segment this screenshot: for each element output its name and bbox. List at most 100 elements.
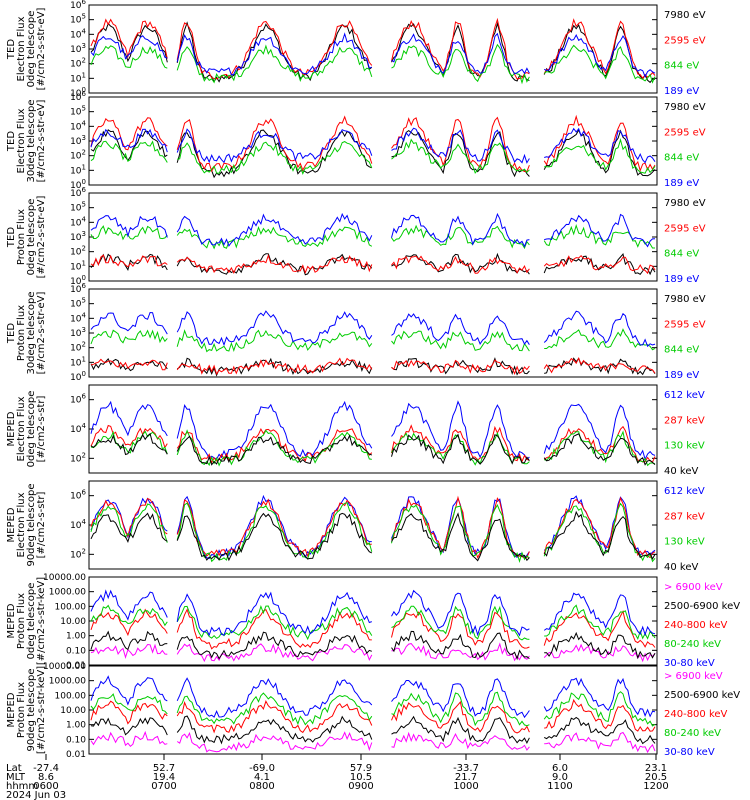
legend-entry: 287 keV (664, 415, 705, 426)
legend-entry: 844 eV (664, 249, 699, 260)
series-line (90, 137, 656, 175)
series-line (90, 589, 656, 637)
footer-row-label: MLT (6, 772, 26, 783)
plot-frame (88, 192, 658, 282)
panel-6: 102 104 106 MEPED Electron Flux 90deg telesco… (6, 480, 705, 573)
footer-lat: -33.7 (453, 763, 479, 774)
y-axis-label: Electron Flux (16, 396, 27, 461)
footer-mlt: 21.7 (455, 772, 477, 783)
y-tick-label: 103 (70, 134, 86, 147)
series-line (90, 310, 656, 348)
y-tick-label: 102 (70, 149, 86, 162)
y-tick-label: 0.01 (66, 661, 86, 671)
footer-lat: -69.0 (249, 763, 275, 774)
series-line (90, 127, 656, 164)
legend-entry: 7980 eV (664, 10, 706, 21)
y-axis-label: Proton Flux (16, 305, 27, 361)
legend-entry: 130 keV (664, 441, 705, 452)
y-tick-label: 0.01 (66, 750, 86, 760)
y-axis-label: [#/cm2-s-str-eV] (36, 8, 47, 91)
y-tick-label: 10.00 (60, 706, 86, 716)
y-axis-label: TED (6, 323, 17, 344)
legend-entry: > 6900 keV (664, 582, 723, 593)
panel-8: 0.01 0.10 1.00 10.00 100.00 1000.00 10000.00 ME… (6, 662, 740, 760)
y-axis-label: [#/cm2-s-str] (36, 395, 47, 462)
y-axis-label: Proton Flux (16, 682, 27, 738)
series-line (90, 675, 656, 719)
legend-entry: 2595 eV (664, 35, 706, 46)
y-axis-label: 30deg telescope (26, 291, 37, 374)
y-axis-label: [#/cm2-s-str-eV] (36, 196, 47, 279)
series-line (90, 429, 656, 467)
footer-mlt: 8.6 (38, 772, 54, 783)
y-axis-label: [#/cm2-s-str-keV] (36, 666, 47, 754)
plot-frame (88, 480, 658, 570)
series-line (90, 21, 655, 84)
y-tick-label: 105 (70, 105, 86, 118)
legend-entry: 80-240 keV (664, 728, 721, 739)
legend-entry: 240-800 keV (664, 709, 728, 720)
y-tick-label: 101 (70, 259, 86, 272)
y-axis-label: [#/cm2-s-str] (36, 491, 47, 558)
y-tick-label: 104 (70, 518, 86, 531)
series-line (90, 502, 656, 563)
legend-entry: 40 keV (664, 466, 698, 477)
y-tick-label: 106 (70, 393, 86, 406)
y-axis-label: Electron Flux (16, 16, 27, 81)
footer-mlt: 19.4 (153, 772, 175, 783)
legend-entry: 2595 eV (664, 319, 706, 330)
y-axis-label: 90deg telescope (26, 668, 37, 751)
legend-entry: 80-240 keV (664, 639, 721, 650)
y-axis-label: 30deg telescope (26, 99, 37, 182)
footer-hhmm: 1000 (453, 781, 478, 792)
y-axis-label: 0deg telescope (26, 583, 37, 660)
y-tick-label: 106 (70, 0, 86, 11)
footer-hhmm: 0700 (151, 781, 176, 792)
plot-frame (88, 96, 658, 186)
legend-entry: 2595 eV (664, 127, 706, 138)
y-tick-label: 106 (70, 489, 86, 502)
y-tick-label: 102 (70, 451, 86, 464)
series-line (90, 604, 656, 641)
series-line (90, 495, 656, 559)
footer-lat: -27.4 (33, 763, 59, 774)
y-tick-label: 1000.00 (49, 588, 86, 598)
legend-entry: 2500-6900 keV (664, 690, 740, 701)
y-axis-label: MEPED (6, 411, 17, 446)
series-line (90, 43, 656, 85)
legend-entry: 844 eV (664, 153, 699, 164)
y-axis-label: 0deg telescope (26, 199, 37, 276)
legend-entry: 189 eV (664, 178, 699, 189)
legend-entry: > 6900 keV (664, 671, 723, 682)
series-line (90, 698, 656, 734)
legend-entry: 7980 eV (664, 102, 706, 113)
y-tick-label: 10.00 (60, 617, 86, 627)
legend-entry: 2595 eV (664, 223, 706, 234)
legend-entry: 30-80 keV (664, 658, 715, 669)
legend-entry: 30-80 keV (664, 747, 715, 758)
footer-lat: 23.1 (645, 763, 667, 774)
footer-date: 2024 Jun 03 (6, 790, 66, 800)
y-axis-label: 90deg telescope (26, 483, 37, 566)
series-line (90, 32, 656, 78)
y-tick-label: 1.00 (66, 721, 86, 731)
y-axis-label: [#/cm2-s-str-eV] (36, 292, 47, 375)
y-tick-label: 10000.00 (43, 662, 86, 672)
series-line (90, 328, 656, 353)
series-line (90, 510, 656, 562)
series-line (90, 608, 656, 650)
series-line (90, 254, 656, 275)
y-tick-label: 100 (70, 370, 86, 383)
panel-7: 0.01 0.10 1.00 10.00 100.00 1000.00 10000.00 ME… (6, 573, 740, 671)
footer-lat: 52.7 (153, 763, 175, 774)
y-tick-label: 105 (70, 13, 86, 26)
legend-entry: 240-800 keV (664, 620, 728, 631)
legend-entry: 612 keV (664, 390, 705, 401)
footer-lat: 57.9 (350, 763, 372, 774)
y-tick-label: 103 (70, 42, 86, 55)
footer-mlt: 10.5 (350, 772, 372, 783)
y-axis-label: Proton Flux (16, 209, 27, 265)
